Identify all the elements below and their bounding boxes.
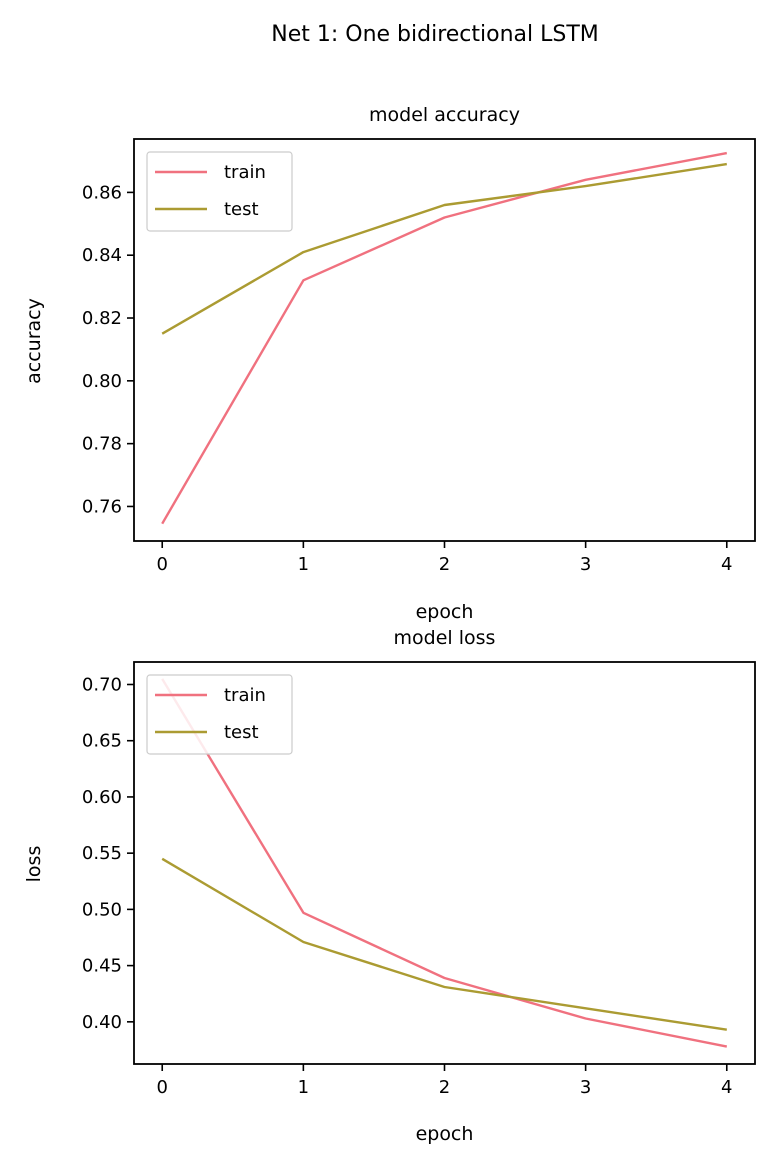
accuracy-legend: train test	[146, 151, 293, 232]
loss-y-tick-label: 0.65	[82, 731, 122, 752]
accuracy-x-tick-label: 2	[439, 554, 450, 575]
accuracy-y-tick-label: 0.86	[82, 182, 122, 203]
loss-x-tick-label: 0	[157, 1077, 168, 1098]
loss-y-tick-label: 0.50	[82, 899, 122, 920]
loss-x-tick-label: 1	[298, 1077, 309, 1098]
accuracy-train-line	[161, 151, 728, 525]
accuracy-y-tick-label: 0.84	[82, 245, 122, 266]
accuracy-x-tick-label: 1	[298, 554, 309, 575]
accuracy-legend-label-train: train	[224, 162, 266, 183]
accuracy-y-tick-label: 0.78	[82, 434, 122, 455]
loss-plot-title: model loss	[394, 627, 496, 649]
accuracy-x-tick-label: 4	[721, 554, 732, 575]
accuracy-x-axis-label: epoch	[416, 601, 474, 623]
loss-x-tick-label: 3	[580, 1077, 591, 1098]
accuracy-y-tick-label: 0.80	[82, 371, 122, 392]
accuracy-y-tick-label: 0.76	[82, 496, 122, 517]
loss-plot-area: 0 1 2 3 4 0.40 0.45 0.50 0.55 0.60 0.65 0.70 train te…	[82, 661, 756, 1098]
loss-x-tick-label: 2	[439, 1077, 450, 1098]
accuracy-x-tick-label: 3	[580, 554, 591, 575]
accuracy-subplot: model accuracy epoch accuracy 0 1 2 3 40.760…	[23, 104, 756, 623]
loss-legend-box	[146, 674, 293, 755]
loss-axes-frame	[133, 661, 756, 1065]
loss-legend: train test	[146, 674, 293, 755]
loss-legend-label-test: test	[224, 722, 259, 743]
accuracy-y-axis-label: accuracy	[23, 298, 45, 384]
accuracy-test-line	[161, 162, 727, 335]
accuracy-legend-box	[146, 151, 293, 232]
accuracy-legend-label-test: test	[224, 199, 259, 220]
loss-x-tick-label: 4	[721, 1077, 732, 1098]
loss-y-tick-label: 0.60	[82, 787, 122, 808]
accuracy-x-tick-label: 0	[157, 554, 168, 575]
loss-subplot: model loss epoch loss 0 1 2 3 40.400.450.500…	[23, 627, 756, 1145]
loss-y-axis-label: loss	[23, 846, 45, 883]
loss-test-line	[161, 857, 727, 1031]
loss-x-axis-label: epoch	[416, 1123, 474, 1145]
accuracy-y-tick-label: 0.82	[82, 308, 122, 329]
figure-title: Net 1: One bidirectional LSTM	[271, 22, 599, 47]
loss-y-tick-label: 0.45	[82, 956, 122, 977]
loss-y-tick-label: 0.55	[82, 843, 122, 864]
accuracy-axes-frame	[133, 138, 756, 542]
accuracy-plot-area: 0 1 2 3 4 0.76 0.78 0.80 0.82 0.84 0.86 train test	[82, 138, 756, 575]
loss-legend-label-train: train	[224, 685, 266, 706]
loss-y-tick-label: 0.70	[82, 674, 122, 695]
accuracy-plot-title: model accuracy	[369, 104, 520, 126]
loss-y-tick-label: 0.40	[82, 1012, 122, 1033]
loss-train-line	[161, 678, 728, 1048]
